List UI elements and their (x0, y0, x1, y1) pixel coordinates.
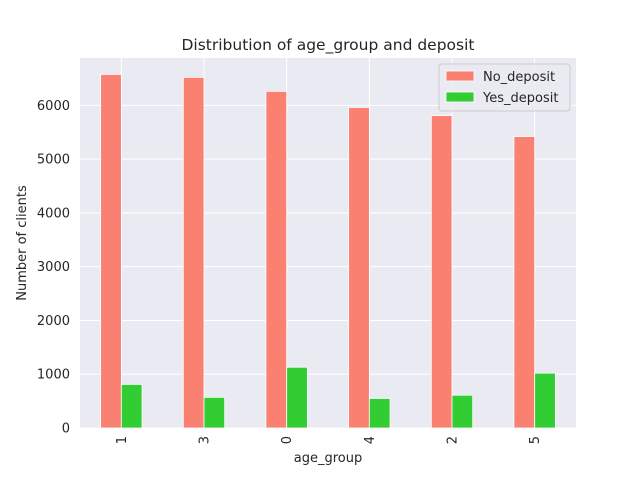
bar-yes-deposit-2 (451, 394, 474, 429)
y-tick-labels: 0 1000 2000 3000 4000 5000 6000 (37, 99, 70, 437)
y-tick-label: 3000 (37, 260, 70, 275)
bar-yes-deposit-0 (286, 366, 308, 429)
y-tick-label: 2000 (37, 314, 70, 329)
x-axis-label: age_group (294, 451, 362, 466)
y-tick-label: 1000 (37, 368, 70, 383)
y-tick-label: 5000 (37, 153, 70, 168)
bar-no-deposit-5 (513, 136, 536, 429)
chart-title: Distribution of age_group and deposit (181, 36, 474, 55)
x-tick-label: 5 (528, 436, 543, 444)
x-tick-label: 2 (446, 436, 461, 444)
legend-label: No_deposit (483, 70, 555, 85)
x-tick-label: 0 (280, 436, 295, 444)
legend-label: Yes_deposit (482, 91, 558, 106)
bar-yes-deposit-1 (120, 384, 143, 429)
plot-area (80, 58, 576, 428)
y-axis-label: Number of clients (15, 185, 30, 301)
bar-no-deposit-1 (100, 74, 122, 429)
bar-no-deposit-0 (265, 90, 288, 429)
bar-yes-deposit-4 (368, 398, 391, 429)
bar-no-deposit-2 (430, 115, 453, 429)
x-tick-label: 3 (198, 436, 213, 444)
x-tick-label: 1 (115, 436, 130, 444)
bar-yes-deposit-5 (534, 372, 556, 429)
y-tick-label: 6000 (37, 99, 70, 114)
legend: No_deposit Yes_deposit (438, 63, 571, 112)
y-tick-label: 4000 (37, 206, 70, 221)
bar-no-deposit-3 (182, 76, 205, 429)
x-tick-label: 4 (363, 436, 378, 444)
bar-no-deposit-4 (348, 107, 370, 429)
x-tick-labels: 1 3 0 4 2 5 (115, 436, 543, 444)
bar-yes-deposit-3 (203, 396, 226, 429)
bars (100, 74, 556, 429)
y-tick-label: 0 (62, 422, 70, 437)
legend-swatch-no-deposit (445, 70, 475, 82)
legend-swatch-yes-deposit (445, 91, 475, 103)
